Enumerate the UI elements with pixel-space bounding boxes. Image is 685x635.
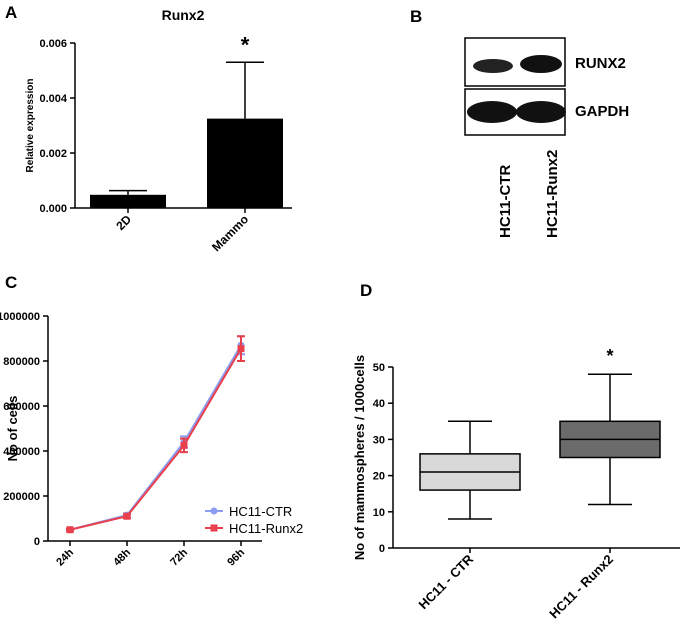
y-tick-label: 0.004 — [39, 93, 67, 105]
panel-label: D — [360, 281, 372, 300]
y-tick-label: 0 — [34, 536, 40, 548]
legend-label: HC11-Runx2 — [229, 521, 303, 536]
lane-label: HC11-Runx2 — [544, 150, 561, 238]
marker — [180, 441, 188, 449]
x-tick-label: 96h — [225, 546, 247, 568]
y-tick-label: 30 — [373, 434, 385, 446]
band-label: GAPDH — [575, 103, 629, 120]
blot-band — [520, 55, 562, 73]
y-tick-label: 50 — [373, 362, 385, 374]
x-tick-label: 72h — [168, 546, 190, 568]
y-tick-label: 10 — [373, 507, 385, 519]
y-tick-label: 1000000 — [0, 311, 40, 323]
blot-band — [516, 101, 566, 123]
y-tick-label: 0.002 — [39, 148, 67, 160]
y-tick-label: 0.000 — [39, 203, 67, 215]
panel-label: A — [5, 3, 17, 22]
marker — [66, 526, 74, 534]
panel-label: B — [410, 7, 422, 26]
x-tick-label: HC11 - CTR — [415, 551, 476, 612]
bar — [90, 194, 166, 208]
bar — [207, 118, 283, 208]
y-tick-label: 20 — [373, 471, 385, 483]
annotation: * — [606, 346, 613, 366]
legend-marker — [210, 524, 218, 532]
x-tick-label: 24h — [54, 546, 76, 568]
x-tick-label: HC11 - Runx2 — [546, 552, 616, 622]
y-tick-label: 0.006 — [39, 38, 67, 50]
y-axis-label: No of mammospheres / 1000cells — [352, 355, 367, 560]
band-label: RUNX2 — [575, 55, 626, 72]
marker — [123, 512, 131, 520]
panel-label: C — [5, 273, 17, 292]
chart-title: Runx2 — [162, 7, 205, 23]
x-tick-label: Mammo — [209, 212, 251, 254]
legend-marker — [210, 507, 218, 515]
annotation: * — [241, 32, 250, 57]
x-tick-label: 2D — [113, 212, 134, 233]
y-tick-label: 40 — [373, 398, 385, 410]
legend-label: HC11-CTR — [229, 504, 292, 519]
marker — [237, 345, 245, 353]
blot-band — [467, 101, 517, 123]
y-axis-label: No of cells — [5, 396, 20, 462]
series-line — [69, 348, 242, 531]
y-tick-label: 0 — [379, 543, 385, 555]
lane-label: HC11-CTR — [497, 164, 514, 238]
y-tick-label: 600000 — [3, 401, 40, 413]
y-tick-label: 800000 — [3, 356, 40, 368]
y-axis-label: Relative expression — [25, 79, 36, 173]
y-tick-label: 400000 — [3, 446, 40, 458]
x-tick-label: 48h — [111, 546, 133, 568]
blot-band — [473, 59, 513, 73]
series-line — [69, 344, 242, 531]
y-tick-label: 200000 — [3, 491, 40, 503]
